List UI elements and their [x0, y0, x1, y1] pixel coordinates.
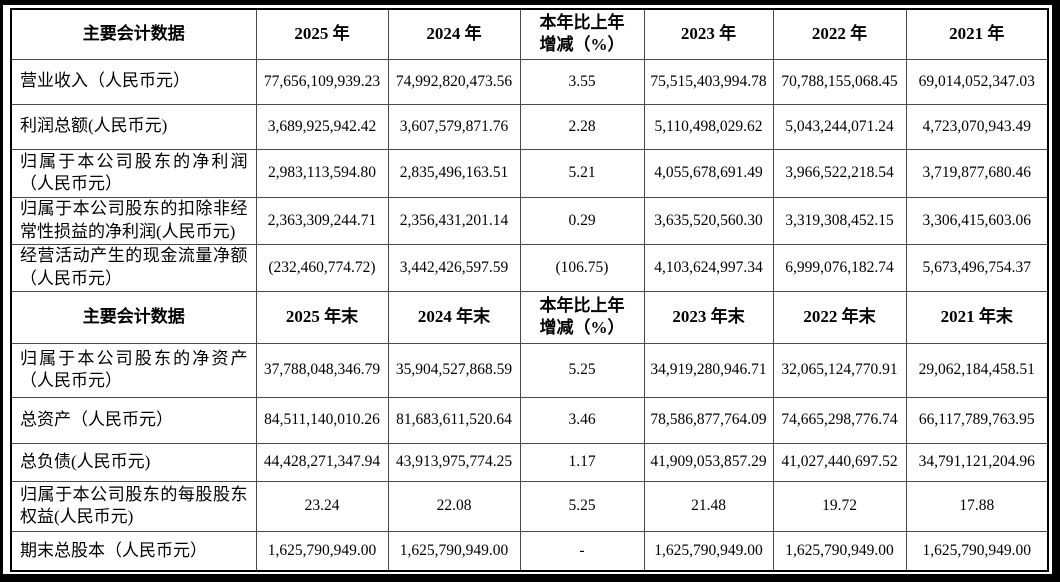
value-cell: 34,791,121,204.96	[905, 442, 1049, 482]
value-cell: 3,689,925,942.42	[255, 103, 389, 150]
value-cell: 43,913,975,774.25	[387, 442, 521, 482]
header-year-2021: 2021 年	[905, 8, 1049, 60]
header-yoy-change: 本年比上年 增减（%）	[519, 290, 645, 344]
value-cell: 3.55	[519, 58, 645, 105]
header-year-end-2023: 2023 年末	[643, 290, 774, 344]
header-year-2023: 2023 年	[643, 8, 774, 60]
value-cell: 17.88	[905, 480, 1049, 532]
value-cell: 0.29	[519, 196, 645, 245]
value-cell: 2,356,431,201.14	[387, 196, 521, 245]
value-cell: 5.21	[519, 148, 645, 198]
value-cell: 74,665,298,776.74	[772, 396, 907, 444]
header-year-end-2022: 2022 年末	[772, 290, 907, 344]
header-year-end-2025: 2025 年末	[255, 290, 389, 344]
value-cell: 4,103,624,997.34	[643, 243, 774, 292]
value-cell: 3,319,308,452.15	[772, 196, 907, 245]
header-year-2025: 2025 年	[255, 8, 389, 60]
value-cell: 84,511,140,010.26	[255, 396, 389, 444]
row-label: 经营活动产生的现金流量净额（人民币元）	[10, 243, 257, 292]
header-year-end-2024: 2024 年末	[387, 290, 521, 344]
row-label: 归属于本公司股东的净利润（人民币元）	[10, 148, 257, 198]
value-cell: 4,055,678,691.49	[643, 148, 774, 198]
row-total-profit: 利润总额(人民币元) 3,689,925,942.42 3,607,579,87…	[10, 103, 1049, 150]
value-cell: 1,625,790,949.00	[772, 530, 907, 572]
value-cell: 78,586,877,764.09	[643, 396, 774, 444]
row-net-assets-attributable: 归属于本公司股东的净资产（人民币元） 37,788,048,346.79 35,…	[10, 342, 1049, 398]
row-label: 利润总额(人民币元)	[10, 103, 257, 150]
value-cell: 5,043,244,071.24	[772, 103, 907, 150]
value-cell: 5,110,498,029.62	[643, 103, 774, 150]
header-year-2022: 2022 年	[772, 8, 907, 60]
value-cell: 3,719,877,680.46	[905, 148, 1049, 198]
value-cell: 29,062,184,458.51	[905, 342, 1049, 398]
row-total-assets: 总资产（人民币元） 84,511,140,010.26 81,683,611,5…	[10, 396, 1049, 444]
value-cell: 81,683,611,520.64	[387, 396, 521, 444]
value-cell: 2,983,113,594.80	[255, 148, 389, 198]
value-cell: 19.72	[772, 480, 907, 532]
header-main-accounting-data: 主要会计数据	[10, 290, 257, 344]
value-cell: 75,515,403,994.78	[643, 58, 774, 105]
value-cell: 3,966,522,218.54	[772, 148, 907, 198]
value-cell: 2,835,496,163.51	[387, 148, 521, 198]
table-header-row-annual: 主要会计数据 2025 年 2024 年 本年比上年 增减（%） 2023 年 …	[10, 8, 1049, 60]
table-header-row-year-end: 主要会计数据 2025 年末 2024 年末 本年比上年 增减（%） 2023 …	[10, 290, 1049, 344]
value-cell: 3.46	[519, 396, 645, 444]
value-cell: 32,065,124,770.91	[772, 342, 907, 398]
row-label: 归属于本公司股东的扣除非经常性损益的净利润(人民币元)	[10, 196, 257, 245]
value-cell: 3,635,520,560.30	[643, 196, 774, 245]
value-cell: 70,788,155,068.45	[772, 58, 907, 105]
value-cell: 66,117,789,763.95	[905, 396, 1049, 444]
value-cell: 21.48	[643, 480, 774, 532]
header-year-end-2021: 2021 年末	[905, 290, 1049, 344]
value-cell: 3,607,579,871.76	[387, 103, 521, 150]
value-cell: 22.08	[387, 480, 521, 532]
value-cell: 35,904,527,868.59	[387, 342, 521, 398]
value-cell: 6,999,076,182.74	[772, 243, 907, 292]
value-cell: 5,673,496,754.37	[905, 243, 1049, 292]
value-cell: 5.25	[519, 342, 645, 398]
row-label: 营业收入（人民币元）	[10, 58, 257, 105]
row-total-share-capital: 期末总股本（人民币元） 1,625,790,949.00 1,625,790,9…	[10, 530, 1049, 572]
value-cell: 34,919,280,946.71	[643, 342, 774, 398]
value-cell: 1.17	[519, 442, 645, 482]
value-cell: 41,027,440,697.52	[772, 442, 907, 482]
value-cell: 4,723,070,943.49	[905, 103, 1049, 150]
row-label: 归属于本公司股东的净资产（人民币元）	[10, 342, 257, 398]
row-net-profit-attributable: 归属于本公司股东的净利润（人民币元） 2,983,113,594.80 2,83…	[10, 148, 1049, 198]
value-cell: 1,625,790,949.00	[905, 530, 1049, 572]
value-cell: 2.28	[519, 103, 645, 150]
value-cell: 74,992,820,473.56	[387, 58, 521, 105]
value-cell: 37,788,048,346.79	[255, 342, 389, 398]
row-operating-revenue: 营业收入（人民币元） 77,656,109,939.23 74,992,820,…	[10, 58, 1049, 105]
page-background: 主要会计数据 2025 年 2024 年 本年比上年 增减（%） 2023 年 …	[3, 5, 1052, 574]
value-cell: 2,363,309,244.71	[255, 196, 389, 245]
header-main-accounting-data: 主要会计数据	[10, 8, 257, 60]
value-cell: (232,460,774.72)	[255, 243, 389, 292]
value-cell: -	[519, 530, 645, 572]
header-yoy-change: 本年比上年 增减（%）	[519, 8, 645, 60]
value-cell: (106.75)	[519, 243, 645, 292]
value-cell: 23.24	[255, 480, 389, 532]
value-cell: 1,625,790,949.00	[255, 530, 389, 572]
row-label: 总负债(人民币元)	[10, 442, 257, 482]
value-cell: 69,014,052,347.03	[905, 58, 1049, 105]
value-cell: 41,909,053,857.29	[643, 442, 774, 482]
row-net-profit-excl-nonrecurring: 归属于本公司股东的扣除非经常性损益的净利润(人民币元) 2,363,309,24…	[10, 196, 1049, 245]
row-operating-cash-flow: 经营活动产生的现金流量净额（人民币元） (232,460,774.72) 3,4…	[10, 243, 1049, 292]
header-year-2024: 2024 年	[387, 8, 521, 60]
financial-summary-table: 主要会计数据 2025 年 2024 年 本年比上年 增减（%） 2023 年 …	[10, 8, 1049, 572]
value-cell: 77,656,109,939.23	[255, 58, 389, 105]
value-cell: 1,625,790,949.00	[387, 530, 521, 572]
row-equity-per-share: 归属于本公司股东的每股股东权益(人民币元) 23.24 22.08 5.25 2…	[10, 480, 1049, 532]
value-cell: 3,306,415,603.06	[905, 196, 1049, 245]
value-cell: 5.25	[519, 480, 645, 532]
row-total-liabilities: 总负债(人民币元) 44,428,271,347.94 43,913,975,7…	[10, 442, 1049, 482]
value-cell: 3,442,426,597.59	[387, 243, 521, 292]
value-cell: 44,428,271,347.94	[255, 442, 389, 482]
row-label: 归属于本公司股东的每股股东权益(人民币元)	[10, 480, 257, 532]
row-label: 总资产（人民币元）	[10, 396, 257, 444]
row-label: 期末总股本（人民币元）	[10, 530, 257, 572]
value-cell: 1,625,790,949.00	[643, 530, 774, 572]
